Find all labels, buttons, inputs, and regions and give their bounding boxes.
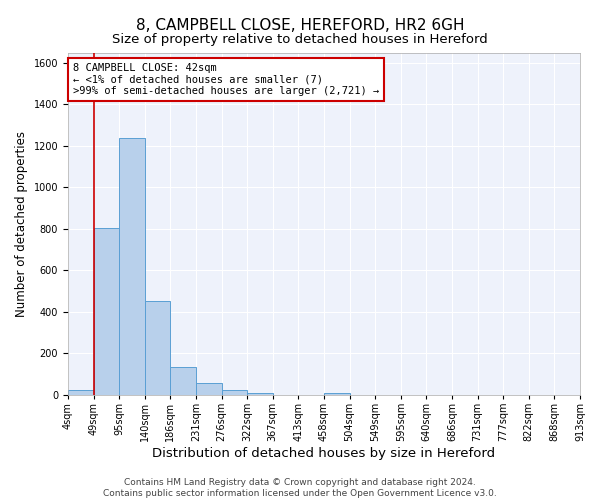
- Bar: [68, 390, 94, 395]
- Text: 8, CAMPBELL CLOSE, HEREFORD, HR2 6GH: 8, CAMPBELL CLOSE, HEREFORD, HR2 6GH: [136, 18, 464, 32]
- Y-axis label: Number of detached properties: Number of detached properties: [15, 130, 28, 317]
- Bar: [170, 367, 196, 395]
- Bar: [94, 228, 119, 395]
- Bar: [145, 300, 170, 395]
- Text: Size of property relative to detached houses in Hereford: Size of property relative to detached ho…: [112, 32, 488, 46]
- Text: 8 CAMPBELL CLOSE: 42sqm
← <1% of detached houses are smaller (7)
>99% of semi-de: 8 CAMPBELL CLOSE: 42sqm ← <1% of detache…: [73, 63, 379, 96]
- Text: Contains HM Land Registry data © Crown copyright and database right 2024.
Contai: Contains HM Land Registry data © Crown c…: [103, 478, 497, 498]
- Bar: [196, 382, 221, 395]
- Bar: [221, 390, 247, 395]
- X-axis label: Distribution of detached houses by size in Hereford: Distribution of detached houses by size …: [152, 447, 496, 460]
- Bar: [119, 138, 145, 395]
- Bar: [324, 392, 350, 395]
- Bar: [247, 392, 273, 395]
